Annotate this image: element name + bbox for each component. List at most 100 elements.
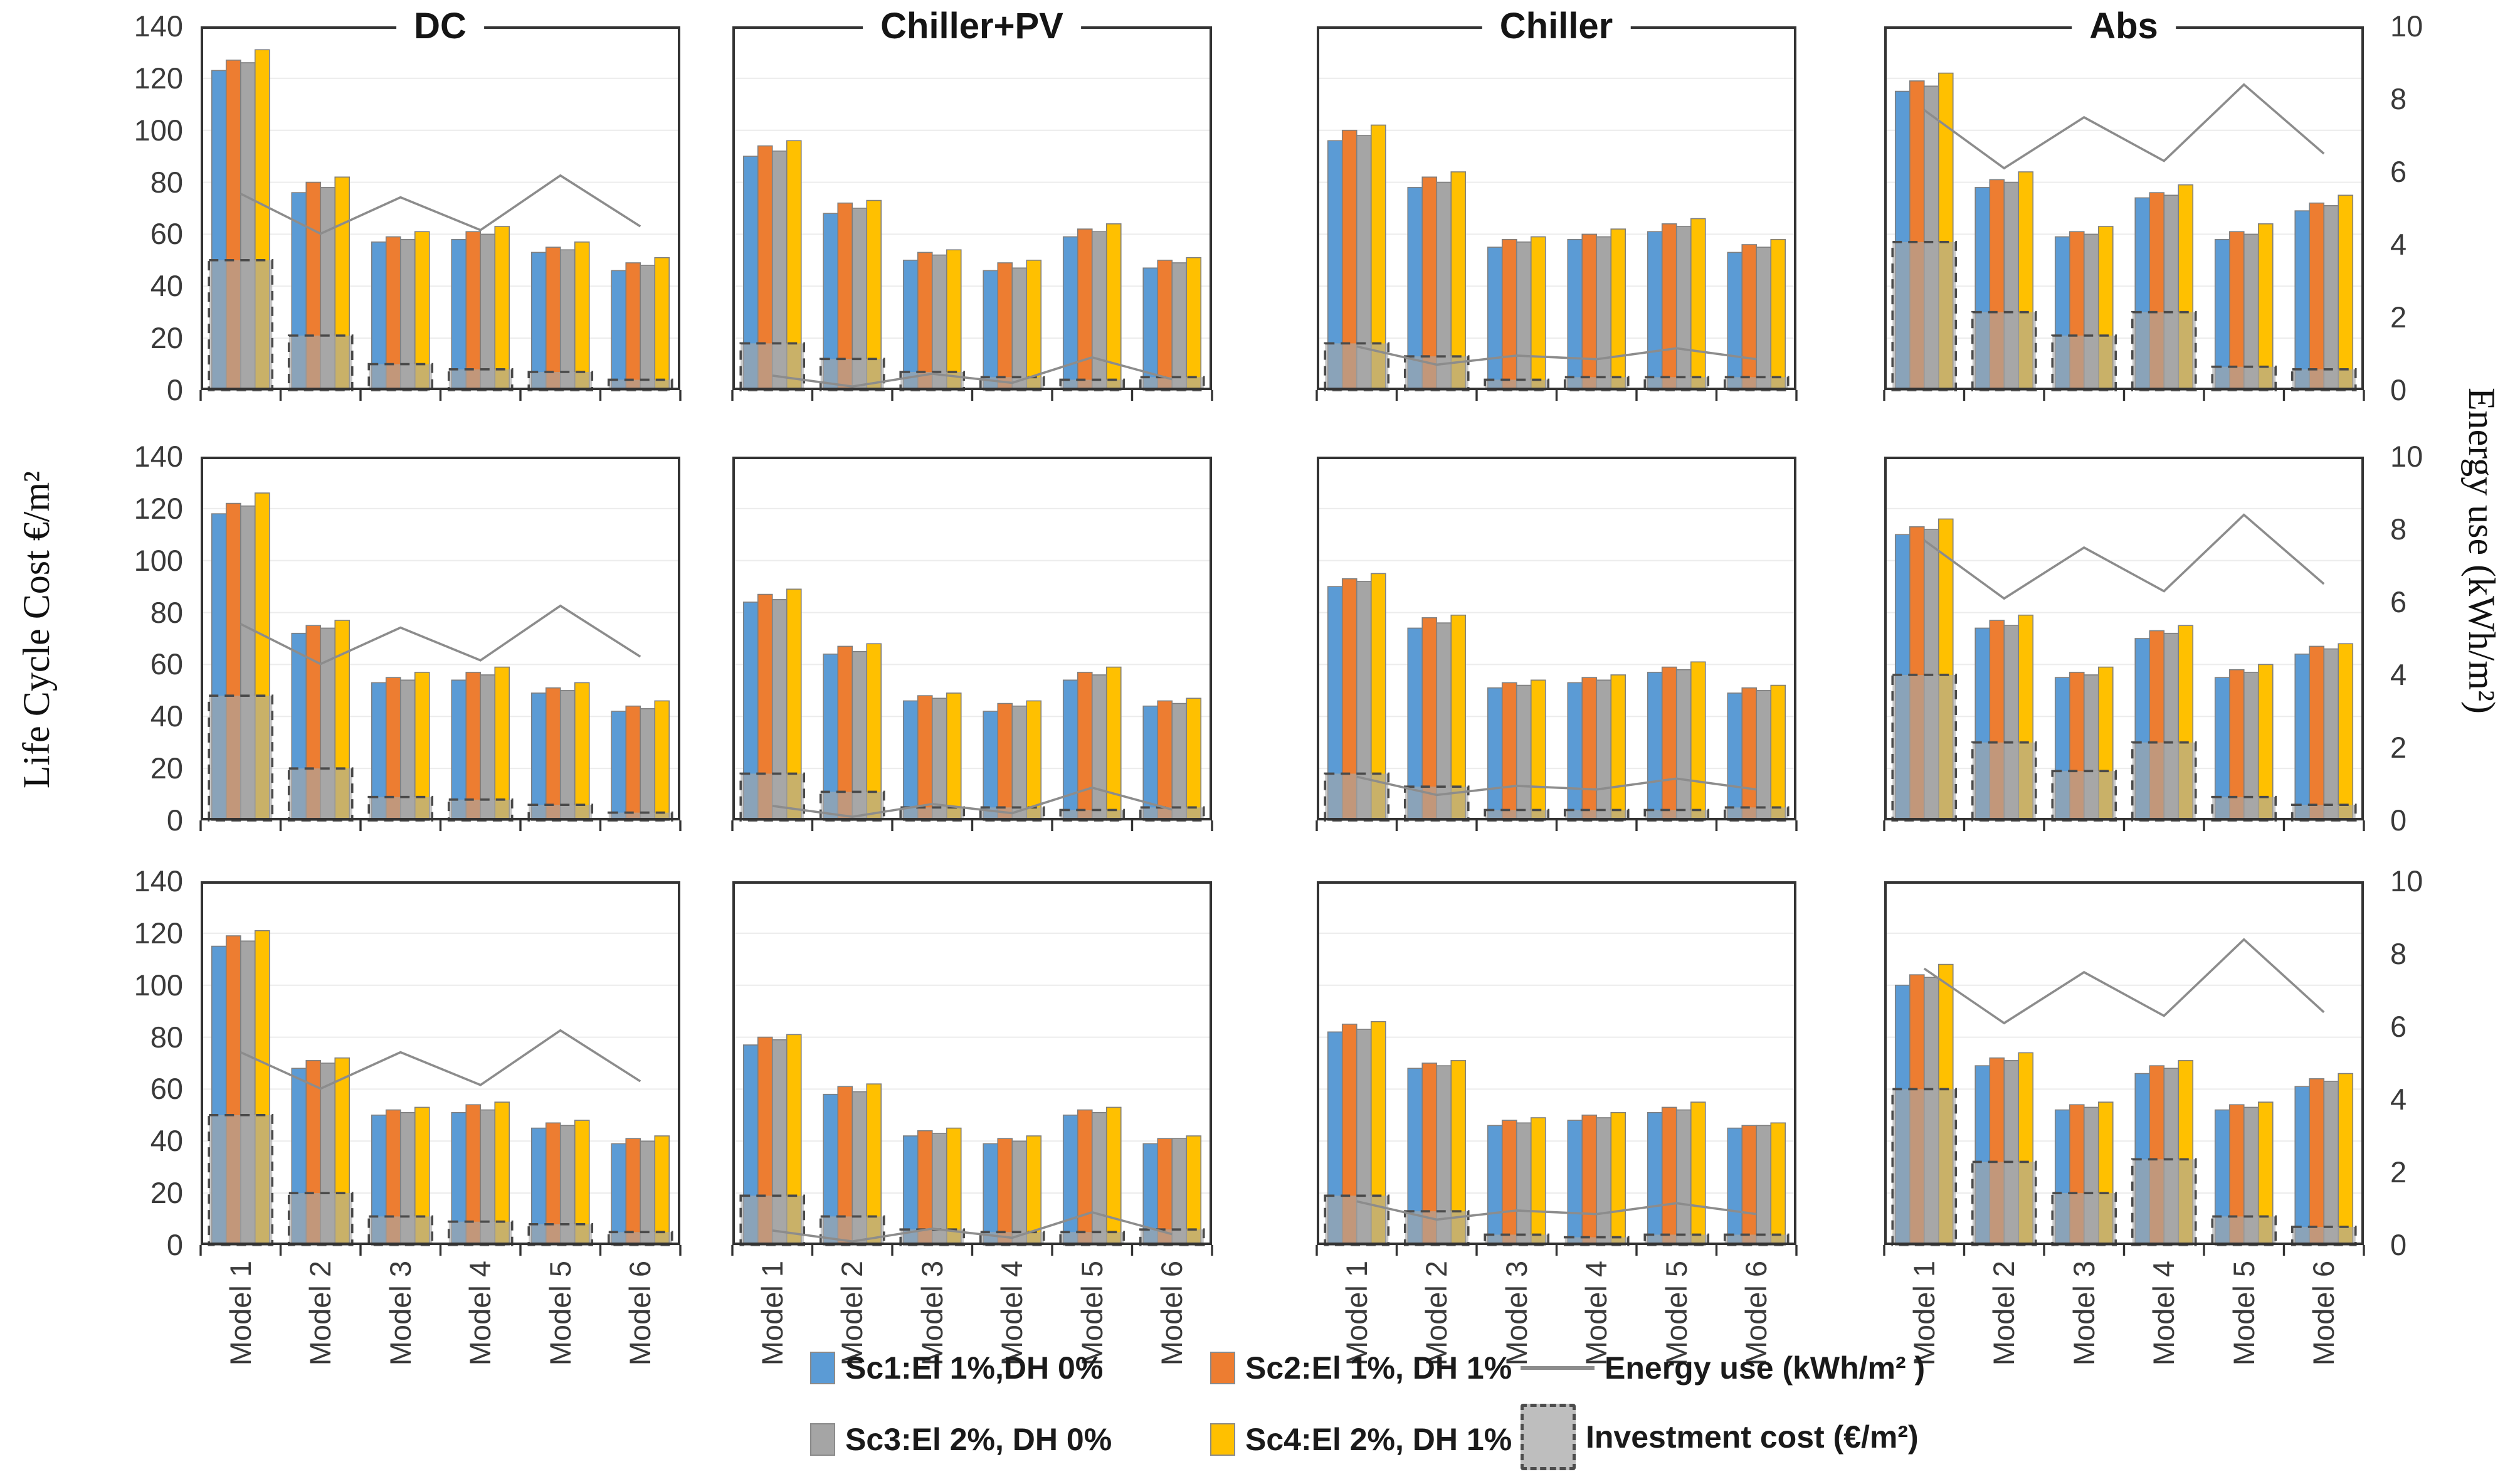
left-axis-tick-60-row3: 60 xyxy=(150,1072,183,1106)
sc3-swatch xyxy=(810,1423,835,1456)
panel-plot xyxy=(1315,881,1798,1256)
investment-swatch xyxy=(1521,1404,1576,1470)
bar-sc4-model3 xyxy=(946,1127,962,1246)
panel-chiller-row2 xyxy=(1315,457,1798,831)
bar-sc3-model5 xyxy=(559,690,576,821)
bar-sc3-model6 xyxy=(1756,1125,1772,1246)
plot-border xyxy=(1884,457,2364,820)
bar-sc1-model5 xyxy=(530,692,547,821)
bar-sc4-model5 xyxy=(1105,1106,1122,1246)
energy-use-line xyxy=(240,604,641,665)
legend-item-energy-line: Energy use (kWh/m² ) xyxy=(1521,1350,1925,1386)
bar-sc4-model5 xyxy=(574,241,590,391)
right-axis-tick-0-row2: 0 xyxy=(2390,803,2407,837)
left-axis-tick-40-row2: 40 xyxy=(150,699,183,733)
investment-box-model2 xyxy=(287,1192,354,1246)
panel-abs-row1 xyxy=(1883,26,2365,401)
bar-sc4-model6 xyxy=(1186,257,1202,391)
right-axis-tick-4-row3: 4 xyxy=(2390,1083,2407,1116)
x-label-abs-model5: Model 5 xyxy=(2227,1261,2260,1366)
bar-sc4-model6 xyxy=(2338,1073,2354,1246)
bar-sc2-model6 xyxy=(2309,202,2325,391)
energy-use-line xyxy=(1356,775,1757,797)
investment-box-model5 xyxy=(2211,365,2277,391)
bar-sc3-model5 xyxy=(1675,1109,1692,1246)
left-axis-tick-80-row1: 80 xyxy=(150,165,183,199)
bar-sc4-model5 xyxy=(1690,661,1706,821)
bar-sc1-model4 xyxy=(983,270,999,391)
right-axis-tick-10-row2: 10 xyxy=(2390,440,2423,473)
right-axis-tick-0-row1: 0 xyxy=(2390,373,2407,406)
x-label-dc-model4: Model 4 xyxy=(463,1261,497,1366)
right-axis-tick-6-row2: 6 xyxy=(2390,585,2407,618)
bar-sc3-model6 xyxy=(640,265,656,391)
legend-label-sc3: Sc3:El 2%, DH 0% xyxy=(845,1422,1112,1457)
x-label-dc-model3: Model 3 xyxy=(383,1261,417,1366)
bar-sc4-model6 xyxy=(2338,194,2354,391)
bar-sc4-model6 xyxy=(1770,238,1786,391)
legend-item-sc3: Sc3:El 2%, DH 0% xyxy=(810,1421,1112,1458)
investment-box-model4 xyxy=(2131,1158,2197,1246)
investment-box-model2 xyxy=(287,334,354,391)
panel-dc-row1 xyxy=(199,26,682,401)
bar-sc4-model6 xyxy=(654,1135,670,1246)
bar-sc4-model6 xyxy=(1770,1122,1786,1246)
investment-box-model6 xyxy=(607,1231,673,1246)
panel-title-chiller: Chiller xyxy=(1482,1,1631,51)
bar-sc4-model4 xyxy=(494,226,510,391)
bar-sc2-model5 xyxy=(1077,1109,1093,1246)
bar-sc2-model4 xyxy=(1581,677,1598,821)
bar-sc2-model6 xyxy=(1741,687,1758,821)
energy-use-line xyxy=(1923,513,2325,600)
bar-sc2-model6 xyxy=(1741,1125,1758,1246)
legend-label-sc4: Sc4:El 2%, DH 1% xyxy=(1245,1422,1512,1457)
left-axis-tick-80-row2: 80 xyxy=(150,595,183,629)
panel-title-chiller-pv: Chiller+PV xyxy=(863,1,1081,51)
bar-sc4-model5 xyxy=(1105,666,1122,821)
investment-box-model4 xyxy=(1563,376,1630,391)
left-axis-tick-100-row2: 100 xyxy=(134,543,183,577)
bar-sc1-model6 xyxy=(2294,654,2311,821)
bar-sc2-model4 xyxy=(465,231,482,391)
right-axis-tick-8-row3: 8 xyxy=(2390,937,2407,970)
plot-border xyxy=(201,457,680,820)
bar-sc1-model4 xyxy=(451,238,467,391)
panel-abs-row2 xyxy=(1883,457,2365,831)
bar-sc3-model4 xyxy=(1011,705,1028,821)
left-axis-tick-40-row3: 40 xyxy=(150,1124,183,1158)
bar-sc2-model4 xyxy=(1581,233,1598,391)
bar-sc1-model4 xyxy=(1567,238,1583,391)
bar-sc2-model3 xyxy=(1501,238,1517,391)
investment-box-model5 xyxy=(2211,795,2277,822)
bar-sc3-model6 xyxy=(1756,246,1772,391)
panel-chiller-pv-row1 xyxy=(731,26,1213,401)
bar-sc2-model4 xyxy=(997,1138,1013,1246)
x-label-chiller-pv-model1: Model 1 xyxy=(755,1261,789,1366)
right-axis-title: Energy use (kWh/m²) xyxy=(2461,387,2502,714)
bar-sc3-model6 xyxy=(640,1140,656,1246)
panel-chiller-pv-row3 xyxy=(731,881,1213,1256)
bar-sc1-model5 xyxy=(1647,1111,1663,1246)
bar-sc3-model4 xyxy=(1011,267,1028,391)
bar-sc3-model4 xyxy=(480,233,496,391)
investment-box-model5 xyxy=(1059,378,1126,391)
bar-sc3-model5 xyxy=(1675,669,1692,821)
bar-sc3-model5 xyxy=(559,249,576,391)
bar-sc4-model4 xyxy=(1026,260,1042,391)
legend-item-investment: Investment cost (€/m²) xyxy=(1521,1404,1919,1470)
bar-sc4-model3 xyxy=(946,692,962,821)
bar-sc2-model5 xyxy=(1661,666,1677,821)
right-axis-tick-4-row2: 4 xyxy=(2390,658,2407,691)
plot-border xyxy=(732,26,1212,390)
x-label-abs-model6: Model 6 xyxy=(2307,1261,2341,1366)
plot-border xyxy=(201,26,680,390)
x-label-dc-model2: Model 2 xyxy=(303,1261,337,1366)
plot-border xyxy=(1884,881,2364,1245)
bar-sc4-model6 xyxy=(1770,684,1786,821)
bar-sc3-model3 xyxy=(931,697,947,821)
investment-box-model6 xyxy=(607,378,673,391)
panel-chiller-pv-row2 xyxy=(731,457,1213,831)
plot-border xyxy=(1317,26,1796,390)
right-axis-tick-8-row2: 8 xyxy=(2390,512,2407,546)
bar-sc3-model6 xyxy=(2323,205,2339,391)
